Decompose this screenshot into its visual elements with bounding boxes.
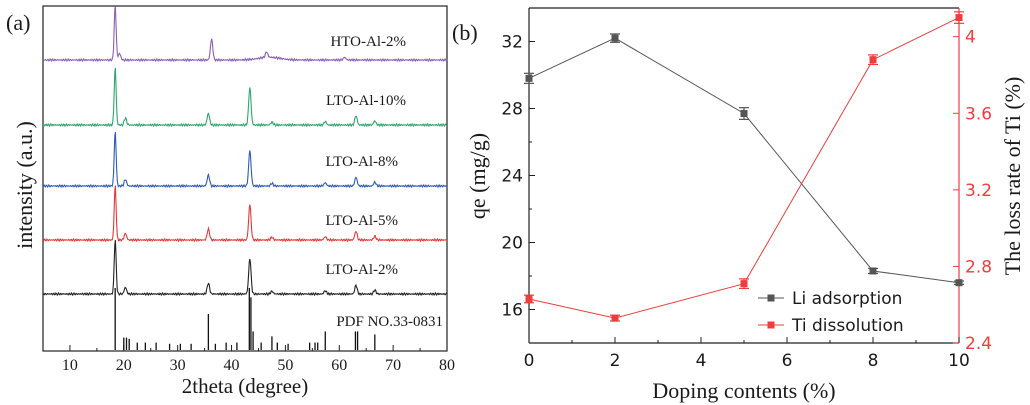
panel-a-x-tick-label: 70	[385, 357, 401, 374]
panel-a-x-tick-label: 30	[170, 357, 186, 374]
panel-a-plot-frame	[42, 5, 448, 352]
xrd-trace-line	[42, 68, 448, 128]
left-y-axis-title: qe (mg/g)	[465, 133, 490, 219]
panel-a-x-tick-label: 10	[62, 357, 78, 374]
panel-b-x-tick-label: 6	[782, 351, 793, 371]
right-y-tick-label: 3.2	[965, 181, 992, 201]
right-y-tick-label: 2.8	[965, 257, 992, 277]
right-y-tick-label: 3.6	[965, 104, 992, 124]
legend-label: Li adsorption	[792, 289, 902, 309]
ti-dissolution-point	[869, 56, 877, 64]
panel-b-x-axis-title: Doping contents (%)	[652, 378, 835, 403]
panel-b-x-tick-label: 8	[868, 351, 879, 371]
panel-a-x-tick-label: 50	[277, 357, 293, 374]
ti-dissolution-point	[740, 280, 748, 288]
li-adsorption-point	[525, 74, 533, 82]
ti-dissolution-line	[528, 17, 960, 319]
right-y-axis-title: The loss rate of Ti (%)	[1000, 77, 1025, 276]
xrd-trace-label: LTO-Al-8%	[326, 154, 399, 170]
panel-a-x-tick-label: 60	[331, 357, 347, 374]
panel-a-x-tick-label: 20	[116, 357, 132, 374]
li-adsorption-line	[528, 37, 960, 284]
left-y-tick-label: 28	[501, 100, 523, 120]
xrd-trace-label: LTO-Al-10%	[326, 93, 406, 109]
ti-dissolution-point	[525, 295, 533, 303]
legend-marker	[767, 294, 775, 302]
left-y-tick-label: 20	[501, 234, 523, 254]
li-adsorption-point	[740, 110, 748, 118]
li-adsorption-point	[869, 267, 877, 275]
ti-dissolution-point	[611, 314, 619, 322]
right-y-tick-label: 4	[965, 28, 976, 48]
panel-b-label: (b)	[452, 20, 478, 45]
panel-a-y-axis-title: intensity (a.u.)	[12, 121, 37, 249]
xrd-trace-label: LTO-Al-5%	[326, 213, 399, 229]
xrd-trace-line	[42, 6, 448, 63]
panel-b-x-tick-label: 4	[696, 351, 707, 371]
panel-b-x-tick-label: 0	[524, 351, 535, 371]
panel-a-xrd-chart: 10 20 30 40 50 60 70 80 2theta (degree) intensity…	[6, 5, 455, 398]
panel-b-x-tick-label: 2	[610, 351, 621, 371]
left-y-tick-label: 32	[501, 33, 523, 53]
panel-a-x-axis-title: 2theta (degree)	[182, 374, 309, 398]
panel-a-x-tick-label: 40	[224, 357, 240, 374]
panel-a-x-tick-label: 80	[439, 357, 455, 374]
li-adsorption-point	[611, 34, 619, 42]
left-y-tick-label: 24	[501, 167, 523, 187]
xrd-trace-label: HTO-Al-2%	[330, 34, 406, 50]
li-adsorption-point	[955, 279, 963, 287]
left-y-tick-label: 16	[501, 301, 523, 321]
reference-pattern-label: PDF NO.33-0831	[336, 314, 443, 330]
xrd-trace-line	[42, 185, 448, 243]
xrd-trace-line	[42, 240, 448, 297]
panel-a-label: (a)	[6, 10, 30, 35]
xrd-trace-label: LTO-Al-2%	[326, 262, 399, 278]
ti-dissolution-point	[955, 14, 963, 22]
xrd-trace-line	[42, 132, 448, 189]
right-y-tick-label: 2.4	[965, 334, 992, 354]
panel-b-x-tick-label: 10	[948, 351, 970, 371]
legend-label: Ti dissolution	[791, 316, 904, 336]
legend-marker	[767, 321, 775, 329]
